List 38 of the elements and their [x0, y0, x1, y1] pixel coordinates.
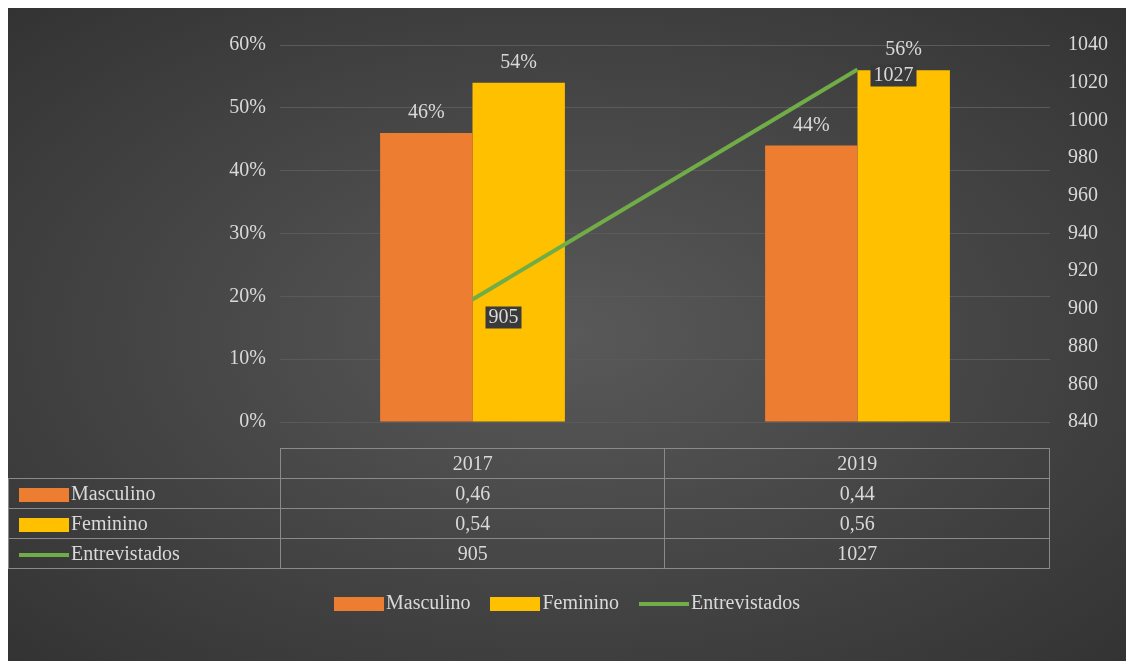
y-tick-label: 30%: [229, 220, 266, 243]
y2-tick-label: 1040: [1068, 32, 1108, 55]
y2-tick-label: 940: [1068, 220, 1098, 243]
legend-label: Entrevistados: [691, 591, 800, 613]
text: 905: [280, 538, 665, 569]
x-tick-label: 2017: [280, 448, 665, 479]
legend-label: Feminino: [542, 591, 620, 613]
y2-tick-label: 1000: [1068, 107, 1108, 130]
y-tick-label: 40%: [229, 157, 266, 180]
y2-tick-label: 980: [1068, 145, 1098, 168]
y-tick-label: 60%: [229, 32, 266, 55]
data-label: 44%: [792, 112, 830, 135]
text: 0,44: [664, 478, 1050, 509]
y2-tick-label: 960: [1068, 183, 1098, 206]
y-tick-label: 10%: [229, 346, 266, 369]
data-label: 1027: [873, 62, 914, 85]
text: 0,54: [280, 508, 665, 539]
y-tick-label: 50%: [229, 95, 266, 118]
data-label: 46%: [407, 100, 445, 123]
data-label: 54%: [500, 49, 538, 72]
y2-tick-label: 1020: [1068, 69, 1108, 92]
data-label: 56%: [885, 37, 923, 60]
y2-tick-label: 920: [1068, 258, 1098, 281]
y-tick-label: 0%: [239, 409, 266, 432]
y2-tick-label: 860: [1068, 371, 1098, 394]
y2-tick-label: 880: [1068, 333, 1098, 356]
y2-tick-label: 900: [1068, 296, 1098, 319]
legend-label: Masculino: [386, 591, 471, 613]
x-tick-label: 2019: [664, 448, 1050, 479]
text: Feminino: [71, 512, 148, 534]
y2-tick-label: 840: [1068, 409, 1098, 432]
text: Masculino: [71, 482, 156, 504]
y-tick-label: 20%: [229, 283, 266, 306]
data-label: 905: [488, 304, 519, 327]
text: Entrevistados: [71, 542, 180, 564]
text: 0,46: [280, 478, 665, 509]
text: 0,56: [664, 508, 1050, 539]
text: 1027: [664, 538, 1050, 569]
